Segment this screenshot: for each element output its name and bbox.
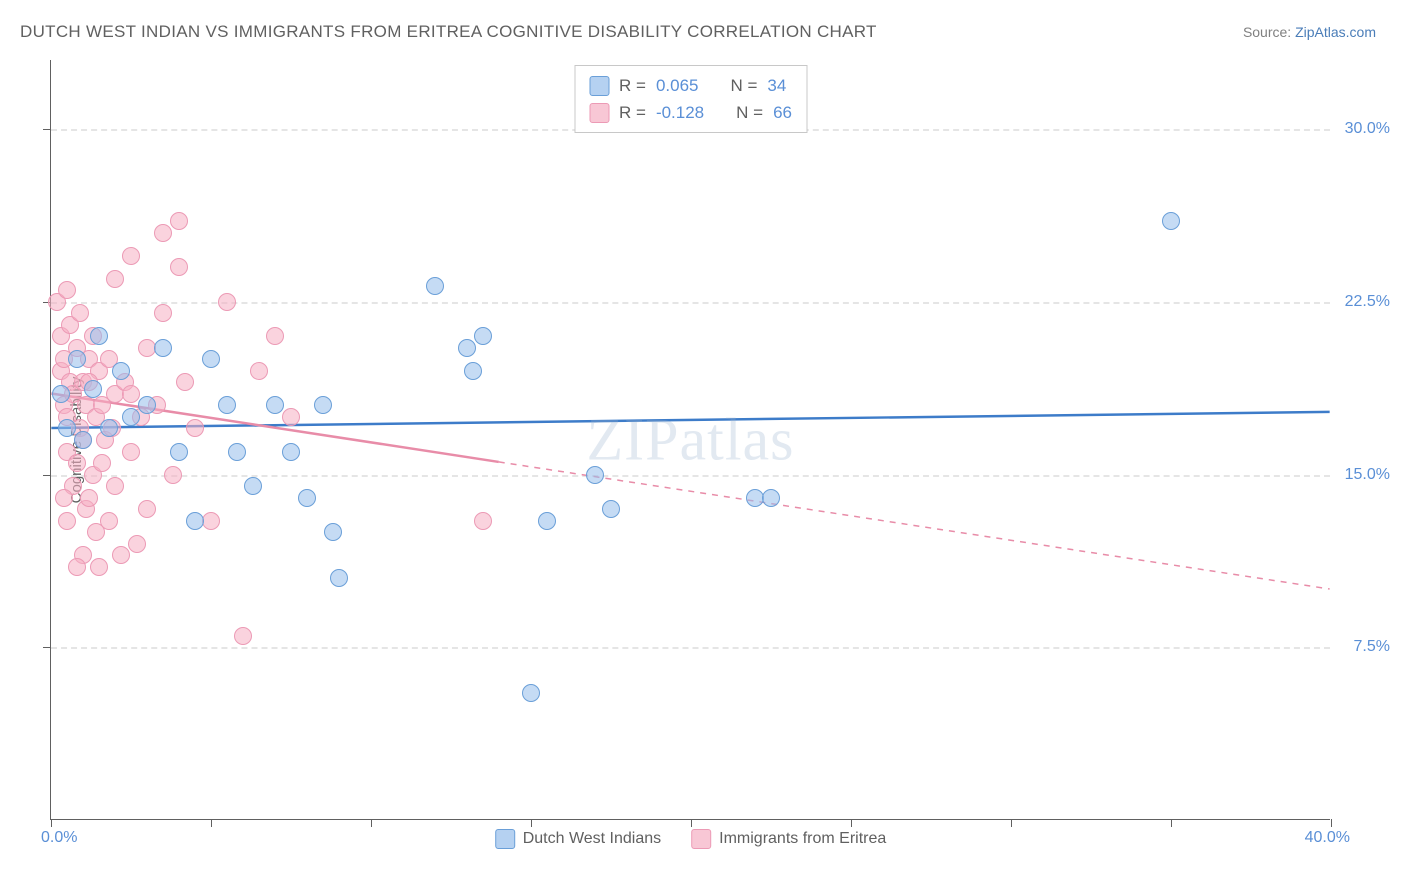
data-point	[138, 396, 156, 414]
data-point	[266, 327, 284, 345]
data-point	[314, 396, 332, 414]
data-point	[106, 270, 124, 288]
data-point	[100, 419, 118, 437]
swatch-pink-icon	[589, 103, 609, 123]
data-point	[586, 466, 604, 484]
data-point	[90, 327, 108, 345]
source-attribution: Source: ZipAtlas.com	[1243, 24, 1376, 40]
r-label: R =	[619, 72, 646, 99]
data-point	[122, 247, 140, 265]
data-point	[202, 350, 220, 368]
data-point	[84, 380, 102, 398]
chart-title: DUTCH WEST INDIAN VS IMMIGRANTS FROM ERI…	[20, 22, 877, 42]
data-point	[58, 419, 76, 437]
correlation-row-1: R = 0.065 N = 34	[589, 72, 792, 99]
data-point	[71, 304, 89, 322]
r-label: R =	[619, 99, 646, 126]
data-point	[93, 454, 111, 472]
swatch-blue-icon	[589, 76, 609, 96]
data-point	[1162, 212, 1180, 230]
data-point	[282, 408, 300, 426]
data-point	[106, 477, 124, 495]
data-point	[464, 362, 482, 380]
data-point	[55, 489, 73, 507]
data-point	[234, 627, 252, 645]
legend-item-2: Immigrants from Eritrea	[691, 829, 886, 849]
n-label: N =	[730, 72, 757, 99]
data-point	[330, 569, 348, 587]
x-axis-min-label: 0.0%	[41, 829, 77, 847]
data-point	[122, 443, 140, 461]
data-point	[426, 277, 444, 295]
data-point	[228, 443, 246, 461]
data-point	[80, 489, 98, 507]
trend-lines	[51, 60, 1330, 819]
data-point	[68, 454, 86, 472]
data-point	[186, 419, 204, 437]
data-point	[762, 489, 780, 507]
data-point	[244, 477, 262, 495]
data-point	[218, 293, 236, 311]
data-point	[90, 558, 108, 576]
source-link[interactable]: ZipAtlas.com	[1295, 24, 1376, 40]
data-point	[138, 500, 156, 518]
legend-label-1: Dutch West Indians	[523, 830, 661, 848]
data-point	[202, 512, 220, 530]
data-point	[112, 546, 130, 564]
data-point	[58, 281, 76, 299]
watermark: ZIPatlas	[587, 405, 795, 474]
data-point	[58, 512, 76, 530]
n-value-1: 34	[767, 72, 786, 99]
data-point	[474, 327, 492, 345]
data-point	[324, 523, 342, 541]
data-point	[154, 304, 172, 322]
r-value-1: 0.065	[656, 72, 699, 99]
data-point	[538, 512, 556, 530]
data-point	[154, 224, 172, 242]
y-tick-label: 7.5%	[1354, 638, 1390, 656]
n-value-2: 66	[773, 99, 792, 126]
data-point	[218, 396, 236, 414]
data-point	[522, 684, 540, 702]
data-point	[154, 339, 172, 357]
legend: Dutch West Indians Immigrants from Eritr…	[495, 829, 887, 849]
correlation-box: R = 0.065 N = 34 R = -0.128 N = 66	[574, 65, 807, 133]
data-point	[298, 489, 316, 507]
data-point	[170, 258, 188, 276]
x-axis-max-label: 40.0%	[1305, 829, 1350, 847]
r-value-2: -0.128	[656, 99, 704, 126]
data-point	[266, 396, 284, 414]
swatch-blue-icon	[495, 829, 515, 849]
swatch-pink-icon	[691, 829, 711, 849]
data-point	[250, 362, 268, 380]
source-label: Source:	[1243, 24, 1295, 40]
data-point	[602, 500, 620, 518]
n-label: N =	[736, 99, 763, 126]
data-point	[170, 443, 188, 461]
data-point	[68, 558, 86, 576]
scatter-plot: Cognitive Disability 7.5%15.0%22.5%30.0%…	[50, 60, 1330, 820]
data-point	[186, 512, 204, 530]
y-tick-label: 30.0%	[1345, 120, 1390, 138]
data-point	[128, 535, 146, 553]
data-point	[100, 512, 118, 530]
data-point	[112, 362, 130, 380]
y-tick-label: 15.0%	[1345, 466, 1390, 484]
legend-item-1: Dutch West Indians	[495, 829, 661, 849]
data-point	[474, 512, 492, 530]
data-point	[458, 339, 476, 357]
data-point	[176, 373, 194, 391]
y-tick-label: 22.5%	[1345, 293, 1390, 311]
data-point	[122, 408, 140, 426]
data-point	[282, 443, 300, 461]
legend-label-2: Immigrants from Eritrea	[719, 830, 886, 848]
data-point	[170, 212, 188, 230]
data-point	[164, 466, 182, 484]
data-point	[74, 431, 92, 449]
data-point	[122, 385, 140, 403]
correlation-row-2: R = -0.128 N = 66	[589, 99, 792, 126]
data-point	[68, 350, 86, 368]
data-point	[52, 385, 70, 403]
